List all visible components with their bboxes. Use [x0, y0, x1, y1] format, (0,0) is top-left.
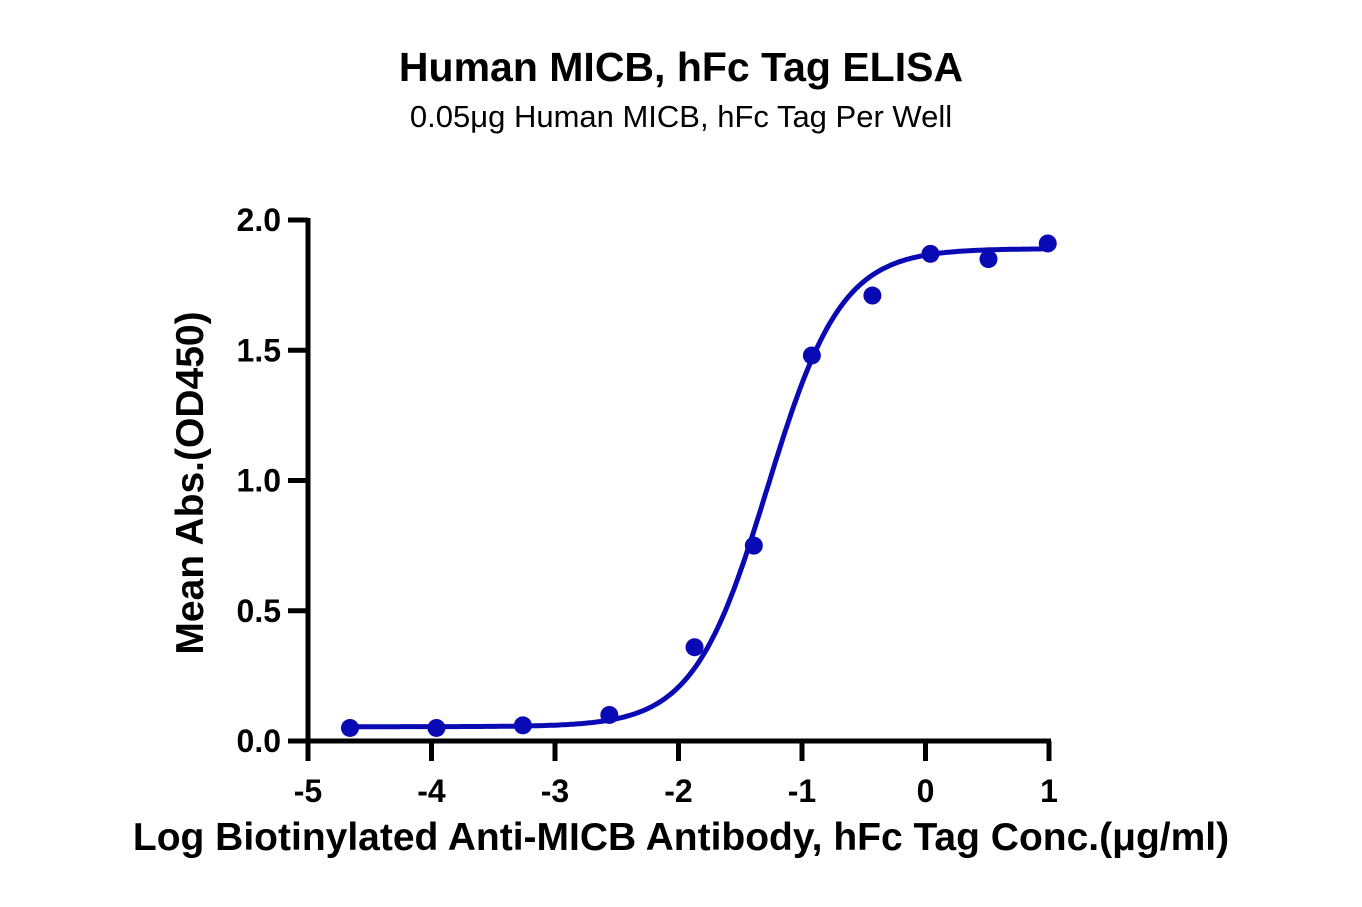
data-point — [744, 536, 763, 555]
data-point — [921, 244, 940, 263]
data-point — [802, 346, 821, 365]
y-tick-label: 1.0 — [237, 463, 281, 499]
data-point — [1038, 234, 1057, 253]
data-point — [685, 638, 704, 657]
x-tick-label: -1 — [788, 773, 816, 809]
x-tick-label: -2 — [664, 773, 692, 809]
x-tick-label: -5 — [294, 773, 322, 809]
chart-title: Human MICB, hFc Tag ELISA — [398, 44, 964, 90]
x-tick-label: -4 — [417, 773, 446, 809]
x-tick-label: 1 — [1040, 773, 1058, 809]
chart-subtitle: 0.05μg Human MICB, hFc Tag Per Well — [409, 99, 953, 134]
y-tick-label: 0.5 — [237, 593, 281, 629]
y-axis-label: Mean Abs.(OD450) — [169, 311, 212, 655]
data-point — [979, 250, 998, 269]
axes: 0.0 0.5 1.0 1.5 2.0 -5 -4 -3 -2 -1 0 1 — [237, 202, 1058, 809]
data-point — [863, 286, 882, 305]
data-points — [340, 234, 1057, 737]
x-tick-label: -3 — [541, 773, 569, 809]
x-axis-label: Log Biotinylated Anti-MICB Antibody, hFc… — [132, 816, 1230, 859]
y-tick-label: 1.5 — [237, 332, 281, 368]
data-point — [427, 718, 446, 737]
x-tick-label: 0 — [917, 773, 935, 809]
data-point — [513, 716, 532, 735]
data-point — [600, 705, 619, 724]
y-tick-label: 0.0 — [237, 723, 281, 759]
data-point — [340, 718, 359, 737]
y-tick-label: 2.0 — [237, 202, 281, 238]
